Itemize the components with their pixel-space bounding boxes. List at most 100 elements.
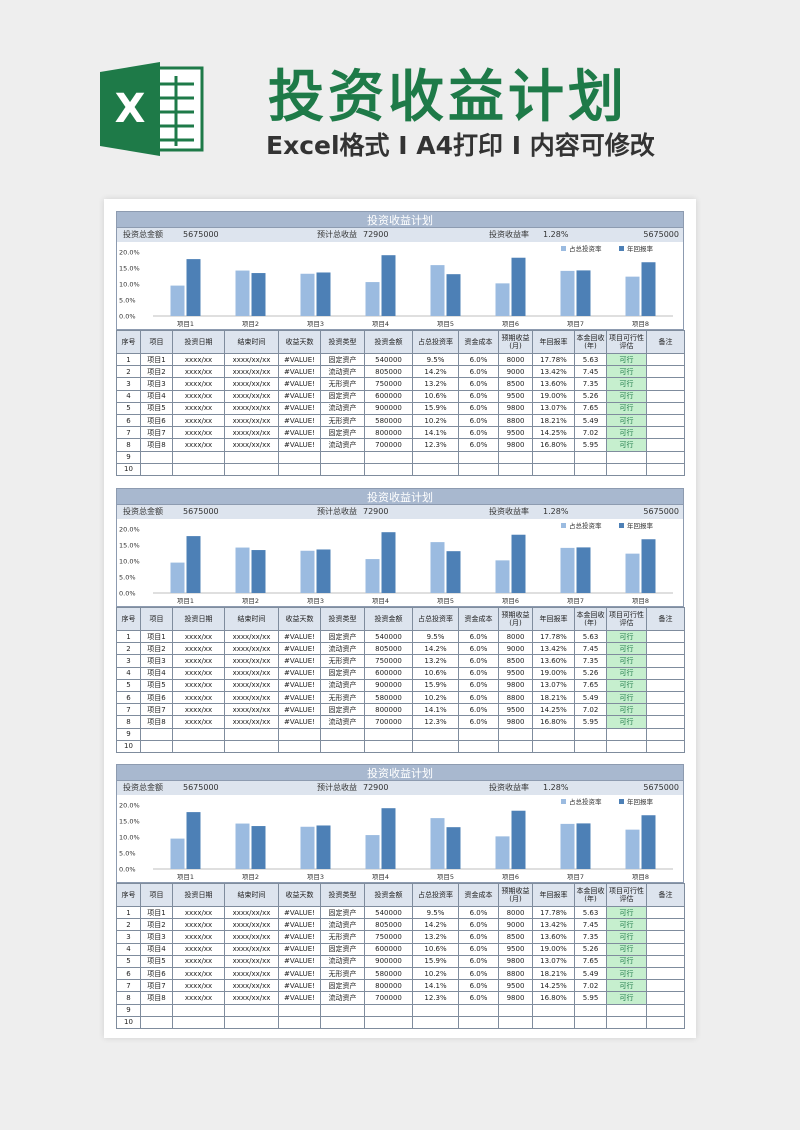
table-cell[interactable]: 10 [116, 739, 141, 753]
table-cell[interactable]: 流动资产 [320, 365, 365, 379]
table-cell[interactable]: 可行 [606, 690, 647, 705]
table-cell[interactable]: 13.07% [532, 401, 575, 415]
table-cell[interactable]: 9500 [498, 703, 533, 717]
table-cell[interactable] [646, 377, 685, 391]
table-cell[interactable] [646, 727, 685, 741]
table-cell[interactable]: 3 [116, 377, 141, 391]
table-cell[interactable]: 7.45 [574, 365, 607, 379]
table-cell[interactable]: 项目4 [140, 666, 173, 680]
table-cell[interactable]: #VALUE! [278, 905, 321, 920]
table-cell[interactable]: 6.0% [458, 666, 499, 680]
table-cell[interactable]: 5.49 [574, 413, 607, 428]
table-cell[interactable]: xxxx/xx [172, 979, 225, 993]
table-cell[interactable] [412, 450, 459, 464]
table-cell[interactable]: 7.02 [574, 979, 607, 993]
table-cell[interactable] [498, 462, 533, 476]
table-cell[interactable] [646, 462, 685, 476]
table-cell[interactable]: #VALUE! [278, 413, 321, 428]
table-cell[interactable]: 8800 [498, 690, 533, 705]
table-cell[interactable]: #VALUE! [278, 377, 321, 391]
table-cell[interactable] [646, 654, 685, 668]
table-cell[interactable] [646, 666, 685, 680]
table-cell[interactable]: xxxx/xx [172, 690, 225, 705]
table-cell[interactable] [574, 462, 607, 476]
table-cell[interactable]: 16.80% [532, 991, 575, 1005]
table-cell[interactable]: 1 [116, 352, 141, 367]
table-cell[interactable]: 无形资产 [320, 377, 365, 391]
table-cell[interactable]: xxxx/xx [172, 666, 225, 680]
table-cell[interactable] [278, 739, 321, 753]
table-cell[interactable]: 8 [116, 991, 141, 1005]
table-cell[interactable]: #VALUE! [278, 918, 321, 932]
table-cell[interactable]: 17.78% [532, 905, 575, 920]
table-cell[interactable] [646, 739, 685, 753]
table-cell[interactable]: 13.42% [532, 642, 575, 656]
table-cell[interactable]: 可行 [606, 401, 647, 415]
table-cell[interactable]: xxxx/xx/xx [224, 629, 279, 644]
table-cell[interactable]: 2 [116, 642, 141, 656]
table-cell[interactable]: 700000 [364, 715, 413, 729]
table-cell[interactable]: 900000 [364, 954, 413, 968]
table-cell[interactable] [278, 727, 321, 741]
table-cell[interactable]: 800000 [364, 979, 413, 993]
table-cell[interactable]: 可行 [606, 389, 647, 403]
table-cell[interactable]: 7.35 [574, 930, 607, 944]
table-cell[interactable]: xxxx/xx/xx [224, 438, 279, 452]
table-cell[interactable]: 可行 [606, 642, 647, 656]
table-cell[interactable]: 5 [116, 678, 141, 692]
table-cell[interactable]: 项目8 [140, 438, 173, 452]
table-cell[interactable]: 项目1 [140, 352, 173, 367]
table-cell[interactable]: 14.1% [412, 426, 459, 440]
table-cell[interactable] [412, 727, 459, 741]
table-cell[interactable]: 13.42% [532, 365, 575, 379]
table-cell[interactable]: xxxx/xx [172, 426, 225, 440]
table-cell[interactable]: xxxx/xx [172, 389, 225, 403]
table-cell[interactable] [646, 642, 685, 656]
table-cell[interactable]: #VALUE! [278, 401, 321, 415]
table-cell[interactable] [278, 1003, 321, 1017]
table-cell[interactable]: xxxx/xx/xx [224, 966, 279, 981]
table-cell[interactable]: 可行 [606, 979, 647, 993]
table-cell[interactable] [606, 727, 647, 741]
table-cell[interactable] [320, 727, 365, 741]
table-cell[interactable]: 9000 [498, 918, 533, 932]
table-cell[interactable] [320, 1015, 365, 1029]
table-cell[interactable] [224, 1003, 279, 1017]
table-cell[interactable]: 2 [116, 365, 141, 379]
table-cell[interactable] [172, 1015, 225, 1029]
table-cell[interactable]: xxxx/xx [172, 377, 225, 391]
table-cell[interactable]: 项目3 [140, 654, 173, 668]
table-cell[interactable]: 流动资产 [320, 954, 365, 968]
table-cell[interactable]: 流动资产 [320, 401, 365, 415]
table-cell[interactable]: 8000 [498, 352, 533, 367]
table-cell[interactable]: 固定资产 [320, 666, 365, 680]
table-cell[interactable]: 固定资产 [320, 352, 365, 367]
table-cell[interactable]: 固定资产 [320, 942, 365, 956]
table-cell[interactable]: 9000 [498, 365, 533, 379]
table-cell[interactable]: #VALUE! [278, 979, 321, 993]
table-cell[interactable]: 6.0% [458, 352, 499, 367]
table-cell[interactable]: xxxx/xx [172, 954, 225, 968]
table-cell[interactable] [498, 739, 533, 753]
table-cell[interactable]: 14.25% [532, 979, 575, 993]
table-cell[interactable] [412, 739, 459, 753]
table-cell[interactable]: 7.35 [574, 377, 607, 391]
table-cell[interactable]: 项目5 [140, 678, 173, 692]
table-cell[interactable]: 13.60% [532, 930, 575, 944]
table-cell[interactable]: 可行 [606, 966, 647, 981]
table-cell[interactable]: 14.1% [412, 703, 459, 717]
table-cell[interactable]: 7.65 [574, 954, 607, 968]
table-cell[interactable]: 9500 [498, 979, 533, 993]
table-cell[interactable]: 8500 [498, 377, 533, 391]
table-cell[interactable]: 6.0% [458, 401, 499, 415]
table-cell[interactable]: 流动资产 [320, 991, 365, 1005]
table-cell[interactable]: 可行 [606, 930, 647, 944]
table-cell[interactable]: xxxx/xx/xx [224, 991, 279, 1005]
table-cell[interactable]: 流动资产 [320, 678, 365, 692]
table-cell[interactable]: 8 [116, 715, 141, 729]
table-cell[interactable]: 805000 [364, 642, 413, 656]
table-cell[interactable]: 7.45 [574, 918, 607, 932]
table-cell[interactable]: 540000 [364, 905, 413, 920]
table-cell[interactable]: 可行 [606, 426, 647, 440]
table-cell[interactable]: 15.9% [412, 401, 459, 415]
